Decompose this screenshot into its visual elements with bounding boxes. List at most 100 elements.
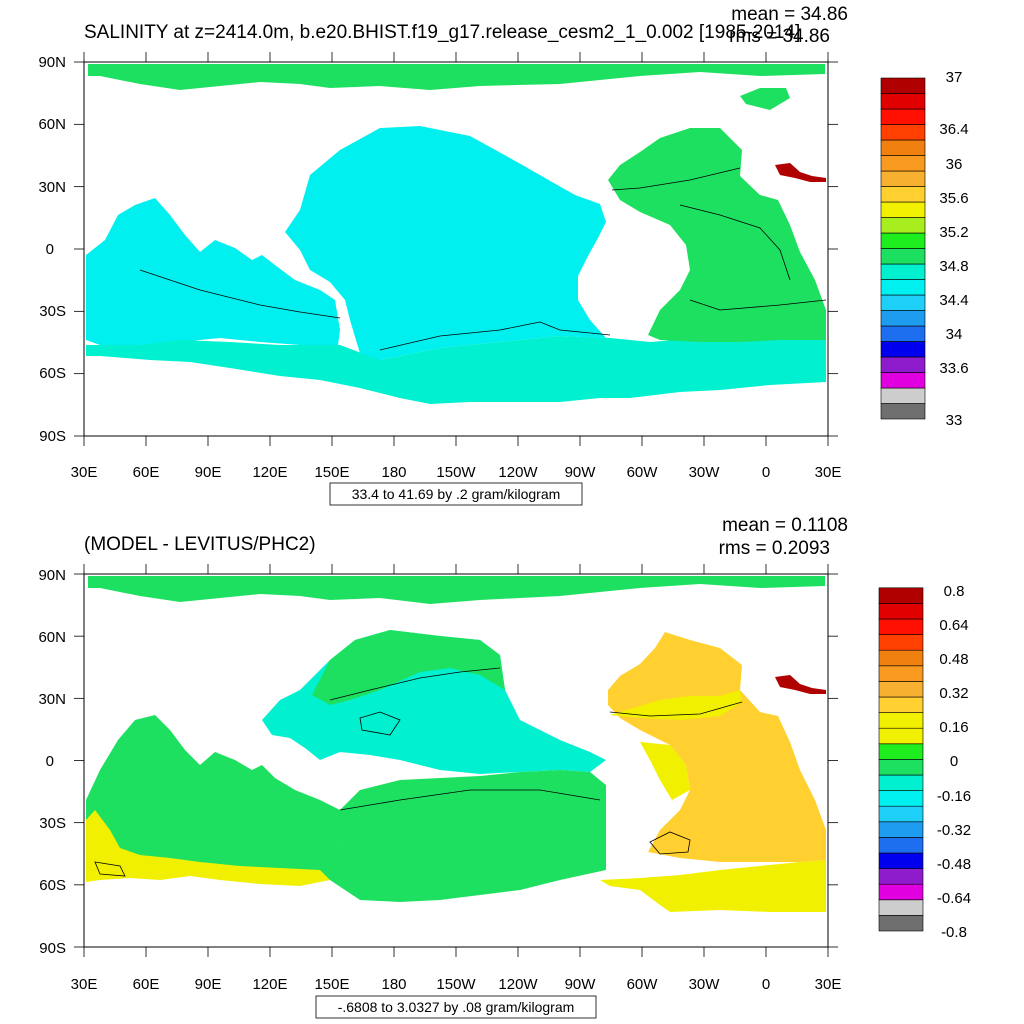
panel-a-ytick-label: 60S xyxy=(39,365,66,382)
colorbar-swatch xyxy=(878,790,924,807)
panel-a-axis-ticks xyxy=(74,52,838,446)
panel-a-ytick-label: 90S xyxy=(39,428,66,445)
panel-b-axis-ticks xyxy=(74,564,838,957)
panel-b-ytick-label: 30N xyxy=(38,691,66,708)
colorbar-label: 33 xyxy=(946,412,963,429)
panel-a-ytick-label: 30N xyxy=(38,179,66,196)
colorbar-swatch xyxy=(878,712,924,729)
colorbar-label: 35.2 xyxy=(939,224,968,241)
panel-difference: (MODEL - LEVITUS/PHC2) mean = 0.1108 rms… xyxy=(38,515,971,1019)
contour-line xyxy=(139,269,341,319)
colorbar-swatch xyxy=(878,743,924,760)
region-atlantic xyxy=(608,632,826,862)
panel-a-rms: rms = 34.86 xyxy=(729,26,830,47)
colorbar-swatch xyxy=(880,201,926,218)
panel-b-colorbar xyxy=(878,587,924,932)
colorbar-swatch xyxy=(880,341,926,358)
panel-b-map xyxy=(84,574,828,947)
panel-a-xtick-label: 120E xyxy=(252,464,287,481)
colorbar-label: 34.8 xyxy=(939,258,968,275)
region-mediterranean xyxy=(775,163,826,182)
colorbar-label: 36.4 xyxy=(939,121,968,138)
panel-b-xtick-label: 0 xyxy=(762,976,770,993)
colorbar-swatch xyxy=(880,263,926,280)
colorbar-swatch xyxy=(878,649,924,667)
panel-b-title: (MODEL - LEVITUS/PHC2) xyxy=(84,534,316,555)
colorbar-swatch xyxy=(880,186,926,203)
panel-b-xtick-label: 120W xyxy=(498,976,538,993)
panel-b-xtick-label: 60W xyxy=(627,976,659,993)
panel-a-mean: mean = 34.86 xyxy=(731,4,848,25)
panel-b-xtick-label: 120E xyxy=(252,976,287,993)
colorbar-swatch xyxy=(880,232,926,249)
panel-a-xtick-label: 150E xyxy=(314,464,349,481)
colorbar-label: -0.16 xyxy=(937,788,971,805)
colorbar-swatch xyxy=(878,805,924,823)
panel-b-xtick-label: 90E xyxy=(195,976,222,993)
panel-b-ytick-label: 60N xyxy=(38,629,66,646)
panel-b-ytick-label: 90N xyxy=(38,567,66,584)
colorbar-swatch xyxy=(878,774,924,791)
colorbar-swatch xyxy=(878,603,924,620)
colorbar-swatch xyxy=(878,681,924,698)
colorbar-label: -0.32 xyxy=(937,822,971,839)
panel-a-xtick-label: 90E xyxy=(195,464,222,481)
colorbar-swatch xyxy=(878,665,924,682)
colorbar-label: 33.6 xyxy=(939,360,968,377)
region-pacific xyxy=(285,126,606,360)
colorbar-label: -0.64 xyxy=(937,890,971,907)
colorbar-swatch xyxy=(880,279,926,296)
panel-b-xtick-label: 30E xyxy=(71,976,98,993)
panel-b-subtitle-box xyxy=(315,995,597,1019)
region-arctic xyxy=(88,64,825,90)
panel-b-subtitle: -.6808 to 3.0327 by .08 gram/kilogram xyxy=(338,999,575,1015)
region-atlantic xyxy=(608,128,826,342)
colorbar-label: 34 xyxy=(946,326,963,343)
colorbar-swatch xyxy=(878,696,924,713)
panel-b-xtick-label: 90W xyxy=(565,976,597,993)
panel-a-xtick-label: 60W xyxy=(627,464,659,481)
colorbar-swatch xyxy=(878,727,924,745)
panel-b-xtick-label: 150E xyxy=(314,976,349,993)
panel-a-title: SALINITY at z=2414.0m, b.e20.BHIST.f19_g… xyxy=(84,22,800,43)
colorbar-label: 0.64 xyxy=(939,617,968,634)
contour-line xyxy=(329,667,601,811)
panel-b-xtick-label: 180 xyxy=(381,976,406,993)
panel-a-xtick-label: 30W xyxy=(689,464,721,481)
colorbar-label: 0.32 xyxy=(939,685,968,702)
panel-a-ytick-label: 0 xyxy=(46,241,54,258)
colorbar-label: 37 xyxy=(946,69,963,86)
panel-b-ytick-label: 30S xyxy=(39,815,66,832)
colorbar-swatch xyxy=(878,837,924,854)
panel-salinity: SALINITY at z=2414.0m, b.e20.BHIST.f19_g… xyxy=(38,4,969,506)
colorbar-label: 0.16 xyxy=(939,719,968,736)
colorbar-swatch xyxy=(880,356,926,373)
colorbar-label: -0.8 xyxy=(941,924,967,941)
colorbar-swatch xyxy=(880,325,926,342)
colorbar-swatch xyxy=(880,217,926,234)
panel-b-xtick-label: 30E xyxy=(815,976,842,993)
colorbar-swatch xyxy=(880,310,926,327)
contour-line xyxy=(611,167,827,311)
panel-b-xtick-label: 150W xyxy=(436,976,476,993)
panel-b-xtick-label: 60E xyxy=(133,976,160,993)
panel-a-xtick-label: 120W xyxy=(498,464,538,481)
colorbar-swatch xyxy=(880,77,926,94)
region-atlantic-low xyxy=(610,690,742,800)
colorbar-swatch xyxy=(880,403,926,420)
panel-a-xtick-label: 30E xyxy=(71,464,98,481)
panel-b-ytick-label: 90S xyxy=(39,940,66,957)
panel-b-ytick-label: 60S xyxy=(39,877,66,894)
panel-a-subtitle-box xyxy=(329,482,583,506)
colorbar-swatch xyxy=(880,248,926,265)
colorbar-label: -0.48 xyxy=(937,856,971,873)
panel-a-ytick-label: 90N xyxy=(38,54,66,71)
colorbar-swatch xyxy=(880,155,926,172)
colorbar-label: 0.48 xyxy=(939,651,968,668)
colorbar-swatch xyxy=(878,587,924,604)
panel-a-xtick-label: 90W xyxy=(565,464,597,481)
region-arctic-fragment xyxy=(740,88,790,110)
region-arctic xyxy=(88,576,825,604)
region-south-pacific xyxy=(86,770,606,902)
contour-line xyxy=(94,701,743,877)
